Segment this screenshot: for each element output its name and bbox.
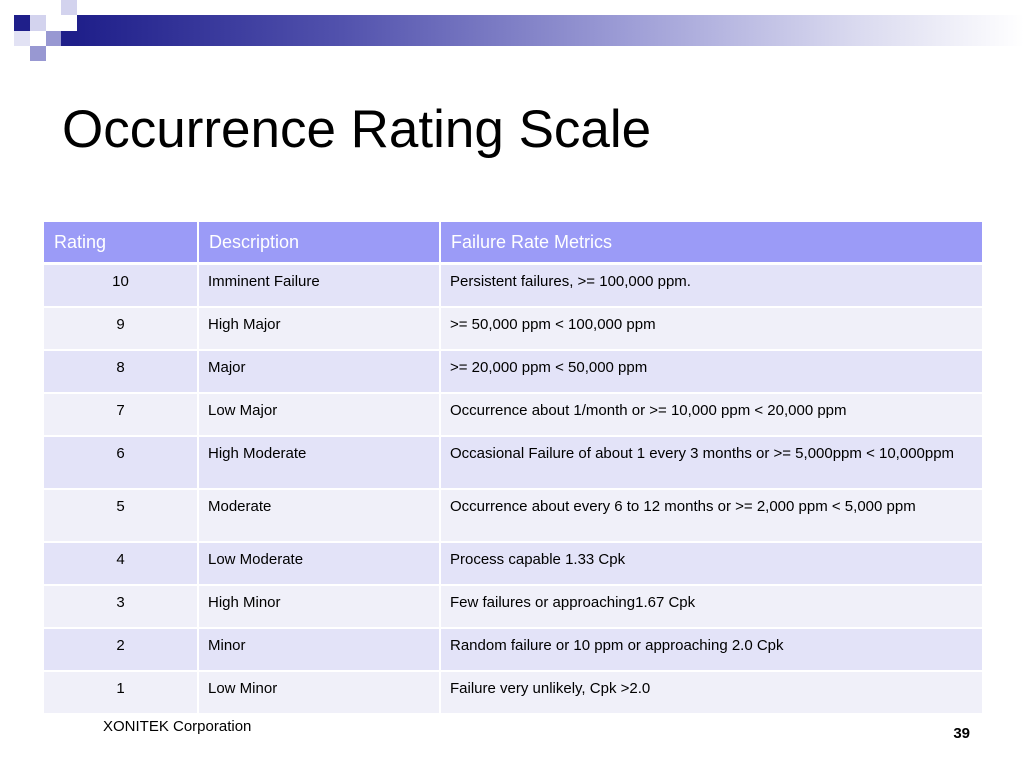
description-cell: High Moderate <box>197 435 441 490</box>
rating-cell: 2 <box>42 627 199 672</box>
table-row: 2 Minor Random failure or 10 ppm or appr… <box>42 627 984 672</box>
page-number: 39 <box>953 725 970 742</box>
metric-cell: Few failures or approaching1.67 Cpk <box>439 584 984 629</box>
description-cell: Imminent Failure <box>197 262 441 308</box>
metric-cell: Process capable 1.33 Cpk <box>439 541 984 586</box>
rating-cell: 10 <box>42 262 199 308</box>
footer-company-name: XONITEK Corporation <box>103 718 252 735</box>
column-header-description: Description <box>197 220 441 265</box>
table-row: 1 Low Minor Failure very unlikely, Cpk >… <box>42 670 984 715</box>
table-row: 7 Low Major Occurrence about 1/month or … <box>42 392 984 437</box>
rating-cell: 4 <box>42 541 199 586</box>
metric-cell: Occurrence about every 6 to 12 months or… <box>439 488 984 543</box>
metric-cell: Occasional Failure of about 1 every 3 mo… <box>439 435 984 490</box>
table-row: 4 Low Moderate Process capable 1.33 Cpk <box>42 541 984 586</box>
metric-cell: Occurrence about 1/month or >= 10,000 pp… <box>439 392 984 437</box>
metric-cell: >= 20,000 ppm < 50,000 ppm <box>439 349 984 394</box>
rating-cell: 7 <box>42 392 199 437</box>
slide-title: Occurrence Rating Scale <box>62 100 652 159</box>
description-cell: Low Major <box>197 392 441 437</box>
table-row: 5 Moderate Occurrence about every 6 to 1… <box>42 488 984 543</box>
decorative-square <box>46 31 61 46</box>
table-row: 6 High Moderate Occasional Failure of ab… <box>42 435 984 490</box>
decorative-square <box>14 31 30 46</box>
metric-cell: Failure very unlikely, Cpk >2.0 <box>439 670 984 715</box>
column-header-failure-rate-metrics: Failure Rate Metrics <box>439 220 984 265</box>
table-row: 9 High Major >= 50,000 ppm < 100,000 ppm <box>42 306 984 351</box>
rating-cell: 3 <box>42 584 199 629</box>
decorative-square <box>30 15 46 31</box>
table-header-row: Rating Description Failure Rate Metrics <box>42 220 984 265</box>
decorative-square <box>30 46 46 61</box>
table-row: 10 Imminent Failure Persistent failures,… <box>42 262 984 308</box>
rating-cell: 8 <box>42 349 199 394</box>
rating-cell: 6 <box>42 435 199 490</box>
rating-cell: 9 <box>42 306 199 351</box>
table-row: 3 High Minor Few failures or approaching… <box>42 584 984 629</box>
description-cell: Low Moderate <box>197 541 441 586</box>
decorative-square <box>14 15 30 31</box>
rating-cell: 1 <box>42 670 199 715</box>
description-cell: Minor <box>197 627 441 672</box>
description-cell: Moderate <box>197 488 441 543</box>
header-gradient-bar <box>77 15 1024 46</box>
description-cell: High Major <box>197 306 441 351</box>
metric-cell: >= 50,000 ppm < 100,000 ppm <box>439 306 984 351</box>
description-cell: Major <box>197 349 441 394</box>
metric-cell: Random failure or 10 ppm or approaching … <box>439 627 984 672</box>
rating-cell: 5 <box>42 488 199 543</box>
column-header-rating: Rating <box>42 220 199 265</box>
occurrence-rating-table: Rating Description Failure Rate Metrics … <box>42 220 984 715</box>
description-cell: High Minor <box>197 584 441 629</box>
decorative-square <box>61 0 77 15</box>
metric-cell: Persistent failures, >= 100,000 ppm. <box>439 262 984 308</box>
table-row: 8 Major >= 20,000 ppm < 50,000 ppm <box>42 349 984 394</box>
description-cell: Low Minor <box>197 670 441 715</box>
decorative-square <box>61 31 77 46</box>
